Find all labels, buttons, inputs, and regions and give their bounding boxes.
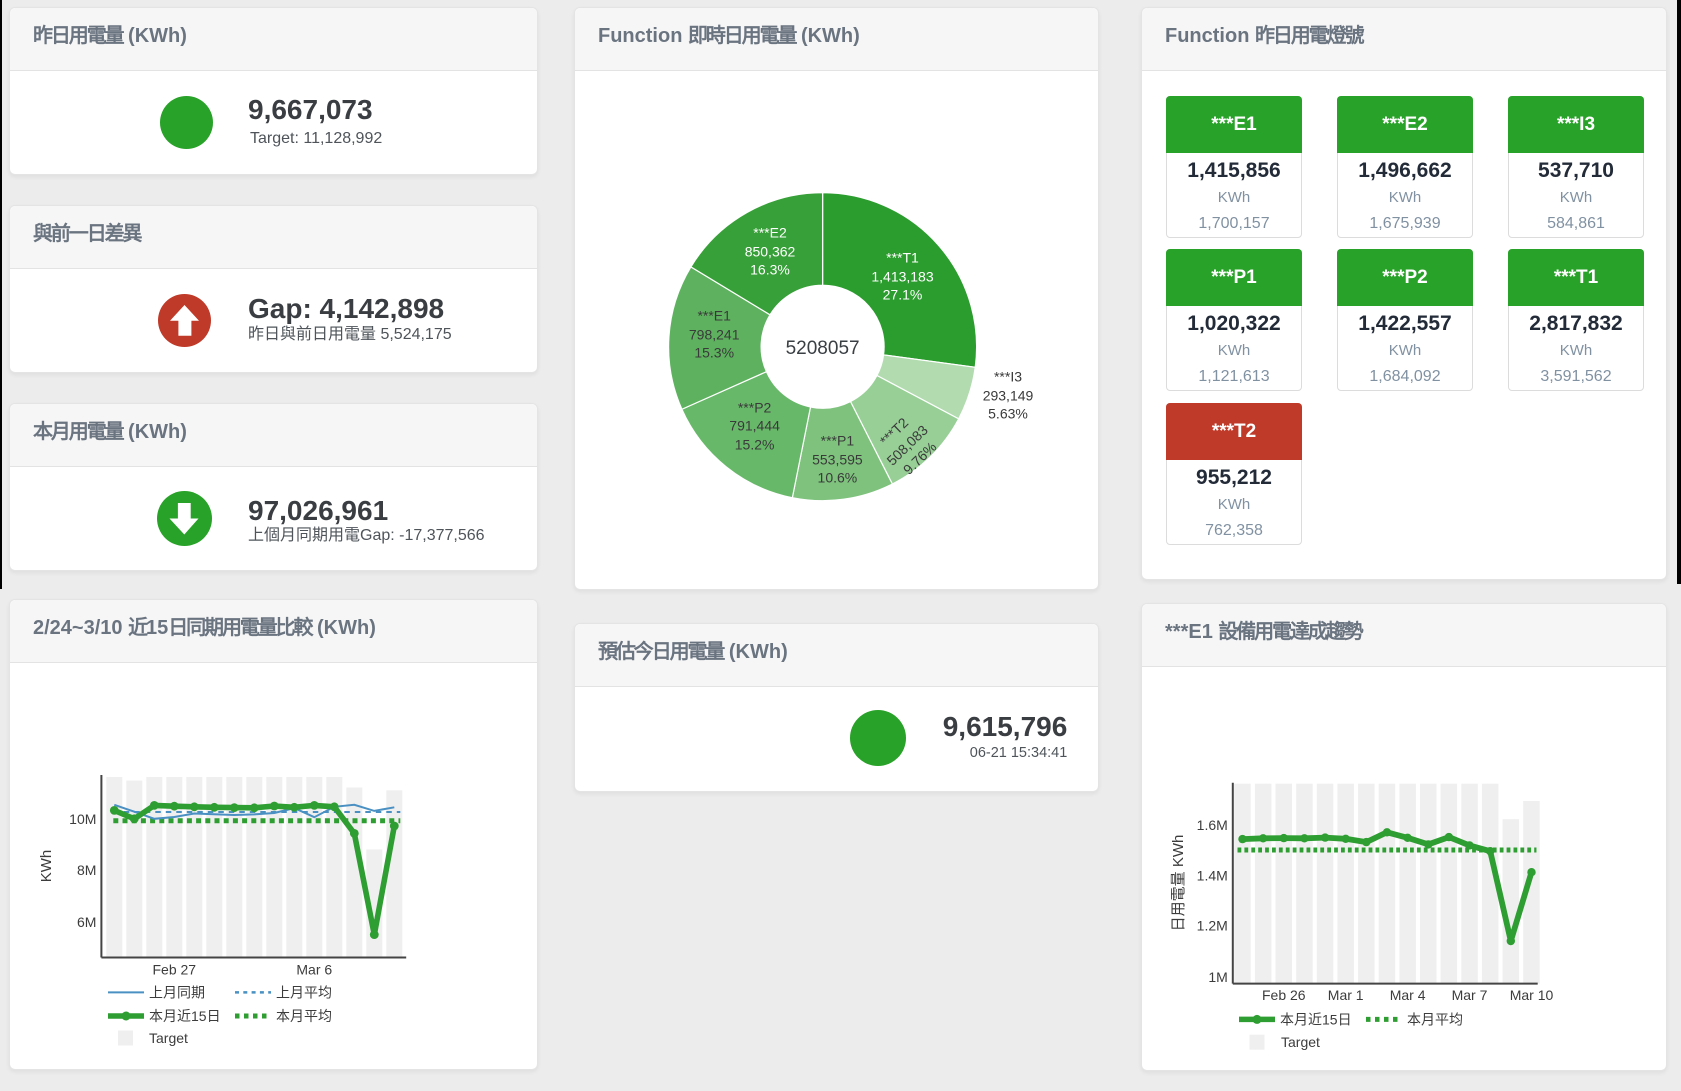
svg-text:6M: 6M [77,914,96,930]
svg-text:KWh: KWh [38,850,55,883]
svg-text:1.2M: 1.2M [1197,917,1228,933]
svg-text:10M: 10M [69,811,96,827]
svg-text:上月同期: 上月同期 [149,984,205,1000]
svg-text:8M: 8M [77,862,96,878]
svg-text:本月近15日: 本月近15日 [1280,1011,1352,1027]
svg-text:上月平均: 上月平均 [276,984,332,1000]
svg-text:本月平均: 本月平均 [1407,1011,1463,1027]
svg-text:1.6M: 1.6M [1197,817,1228,833]
svg-text:Mar 4: Mar 4 [1390,987,1426,1003]
svg-text:本月近15日: 本月近15日 [149,1008,221,1024]
svg-text:Mar 1: Mar 1 [1328,987,1364,1003]
svg-text:Feb 26: Feb 26 [1262,987,1306,1003]
svg-text:Mar 6: Mar 6 [296,962,332,978]
svg-text:Mar 10: Mar 10 [1510,987,1554,1003]
svg-text:1M: 1M [1208,969,1227,985]
svg-text:日用電量 KWh: 日用電量 KWh [1170,835,1187,932]
svg-text:本月平均: 本月平均 [276,1008,332,1024]
svg-text:1.4M: 1.4M [1197,867,1228,883]
svg-text:Mar 7: Mar 7 [1452,987,1488,1003]
svg-text:Target: Target [1281,1034,1320,1050]
svg-text:Target: Target [149,1030,188,1046]
svg-text:Feb 27: Feb 27 [153,962,197,978]
